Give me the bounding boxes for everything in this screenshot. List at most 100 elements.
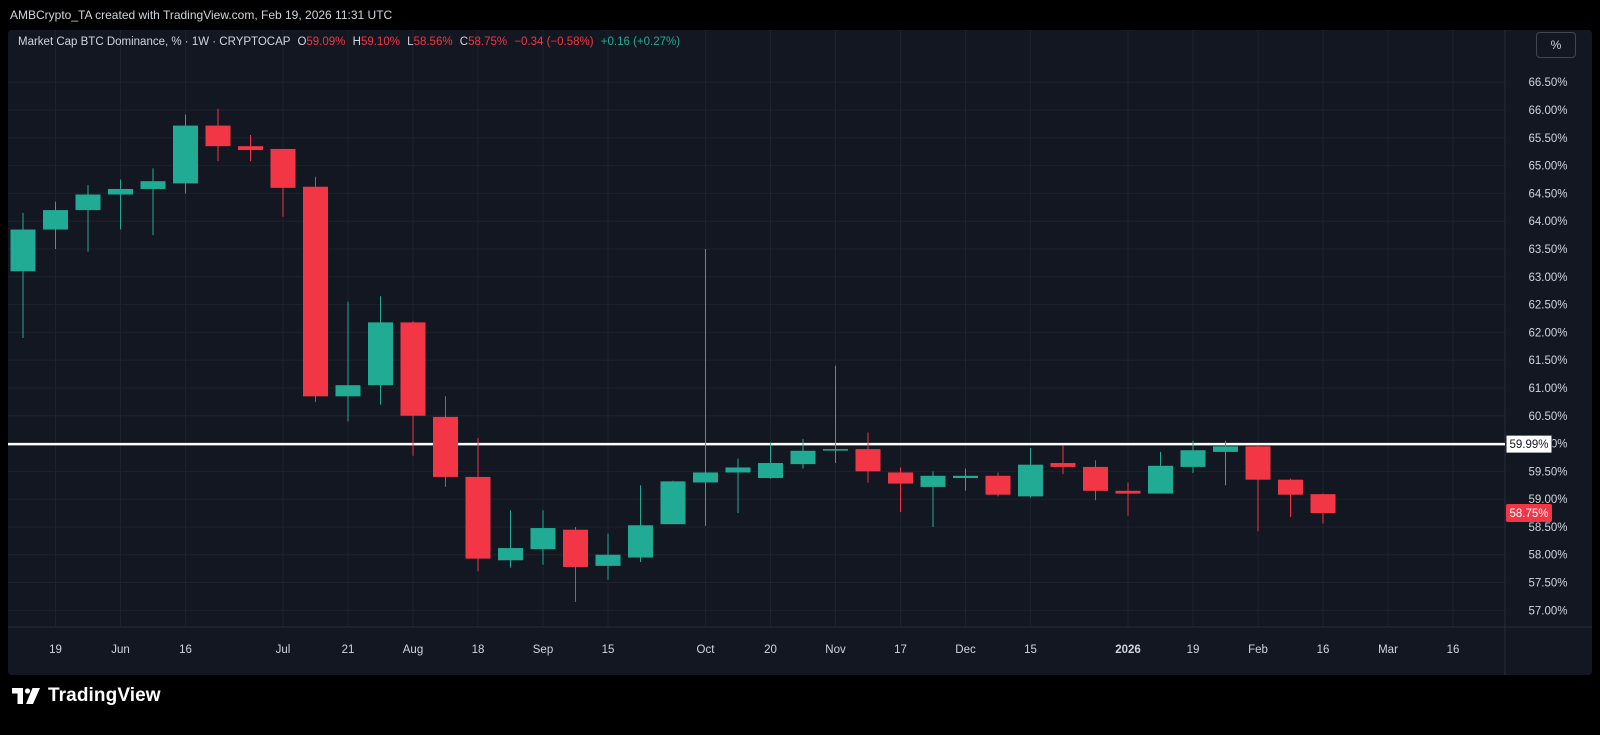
candle-body bbox=[465, 476, 491, 559]
candle bbox=[693, 249, 718, 526]
candle bbox=[985, 472, 1011, 497]
x-tick-label: 19 bbox=[1187, 644, 1200, 656]
candle-body bbox=[10, 229, 36, 272]
candle bbox=[368, 296, 393, 405]
x-tick-label: 16 bbox=[1317, 644, 1330, 656]
candle bbox=[498, 510, 523, 568]
candle bbox=[1083, 460, 1108, 501]
candle bbox=[628, 485, 653, 562]
candlestick-chart[interactable]: 57.00%57.50%58.00%58.50%59.00%59.50%60.0… bbox=[8, 30, 1592, 675]
candle bbox=[10, 212, 36, 338]
y-tick-label: 62.00% bbox=[1528, 327, 1567, 339]
candle-body bbox=[140, 181, 166, 189]
y-tick-label: 58.50% bbox=[1528, 522, 1567, 534]
candle-body bbox=[238, 146, 263, 151]
y-tick-label: 62.50% bbox=[1528, 300, 1567, 312]
candle bbox=[335, 301, 361, 422]
candle bbox=[140, 168, 166, 236]
candle-body bbox=[823, 449, 848, 451]
level-price-tag bbox=[1505, 434, 1553, 454]
y-tick-label: 64.00% bbox=[1528, 216, 1567, 228]
candle-body bbox=[758, 463, 783, 479]
candle bbox=[205, 108, 231, 162]
candle-body bbox=[530, 528, 556, 550]
candle-body bbox=[400, 322, 426, 416]
candle-body bbox=[985, 475, 1011, 495]
candle bbox=[855, 432, 881, 483]
candle bbox=[108, 179, 133, 230]
x-tick-label: 16 bbox=[1447, 644, 1460, 656]
tradingview-logo[interactable]: TradingView bbox=[12, 681, 161, 711]
x-tick-label: Aug bbox=[403, 644, 423, 656]
candle bbox=[953, 468, 978, 491]
y-tick-label: 61.50% bbox=[1528, 355, 1567, 367]
y-tick-label: 57.00% bbox=[1528, 605, 1567, 617]
candle bbox=[1245, 445, 1271, 532]
y-tick-label: 59.50% bbox=[1528, 466, 1567, 478]
secondary-change: +0.16 (+0.27%) bbox=[600, 36, 681, 48]
candle bbox=[823, 365, 848, 464]
candle-body bbox=[433, 416, 458, 477]
candle bbox=[790, 439, 816, 469]
attribution-bar: AMBCrypto_TA created with TradingView.co… bbox=[0, 0, 1600, 30]
y-tick-label: 57.50% bbox=[1528, 578, 1567, 590]
percent-scale-button[interactable]: % bbox=[1536, 32, 1576, 58]
open-label: O bbox=[297, 36, 307, 48]
level-price-label: 59.99% bbox=[1509, 439, 1548, 451]
x-tick-label: 19 bbox=[49, 644, 62, 656]
candle-body bbox=[888, 472, 913, 484]
candle bbox=[1050, 445, 1076, 475]
candle bbox=[1310, 493, 1336, 524]
high-value: 59.10% bbox=[360, 36, 400, 48]
y-tick-label: 65.50% bbox=[1528, 133, 1567, 145]
x-tick-label: 18 bbox=[472, 644, 485, 656]
candle-body bbox=[920, 475, 946, 487]
candle-body bbox=[1083, 466, 1108, 491]
y-tick-label: 58.00% bbox=[1528, 550, 1567, 562]
x-tick-label: Sep bbox=[533, 644, 553, 656]
candle bbox=[660, 480, 686, 525]
candle-body bbox=[303, 186, 328, 397]
high-label: H bbox=[352, 36, 361, 48]
candle-body bbox=[1278, 479, 1303, 495]
chart-panel[interactable]: 57.00%57.50%58.00%58.50%59.00%59.50%60.0… bbox=[8, 30, 1592, 675]
x-tick-label: Oct bbox=[697, 644, 716, 656]
x-tick-label: Dec bbox=[955, 644, 976, 656]
candle-body bbox=[1180, 450, 1206, 467]
candle bbox=[1018, 448, 1043, 498]
symbol-legend: Market Cap BTC Dominance, % · 1W · CRYPT… bbox=[18, 34, 680, 50]
tradingview-logo-icon bbox=[12, 688, 40, 704]
price-change: −0.34 (−0.58%) bbox=[514, 36, 594, 48]
y-tick-label: 59.00% bbox=[1528, 494, 1567, 506]
candle bbox=[530, 510, 556, 565]
x-tick-label: Jun bbox=[111, 644, 130, 656]
y-tick-label: 65.00% bbox=[1528, 161, 1567, 173]
candle bbox=[238, 135, 263, 162]
y-tick-label: 63.00% bbox=[1528, 272, 1567, 284]
candle bbox=[1213, 440, 1238, 486]
candle bbox=[725, 458, 751, 514]
y-tick-label: 66.00% bbox=[1528, 105, 1567, 117]
footer: TradingView bbox=[0, 675, 1600, 735]
x-tick-label: Feb bbox=[1248, 644, 1268, 656]
candle-body bbox=[1148, 465, 1173, 494]
candle bbox=[563, 526, 588, 602]
candle-body bbox=[725, 467, 751, 473]
brand-name: TradingView bbox=[48, 685, 161, 706]
x-tick-label: Nov bbox=[825, 644, 846, 656]
attribution-text: AMBCrypto_TA created with TradingView.co… bbox=[10, 8, 393, 22]
candle bbox=[75, 185, 101, 252]
x-tick-label: Mar bbox=[1378, 644, 1398, 656]
candle-body bbox=[335, 385, 361, 397]
candle bbox=[173, 114, 198, 194]
candle bbox=[1180, 440, 1206, 474]
candle bbox=[920, 471, 946, 527]
candle-body bbox=[1245, 446, 1271, 480]
candle-body bbox=[693, 472, 718, 483]
y-tick-label: 61.00% bbox=[1528, 383, 1567, 395]
y-tick-label: 64.50% bbox=[1528, 188, 1567, 200]
open-value: 59.09% bbox=[306, 36, 346, 48]
candle-body bbox=[1050, 463, 1076, 467]
candle-body bbox=[660, 481, 686, 525]
candle-body bbox=[595, 554, 621, 566]
